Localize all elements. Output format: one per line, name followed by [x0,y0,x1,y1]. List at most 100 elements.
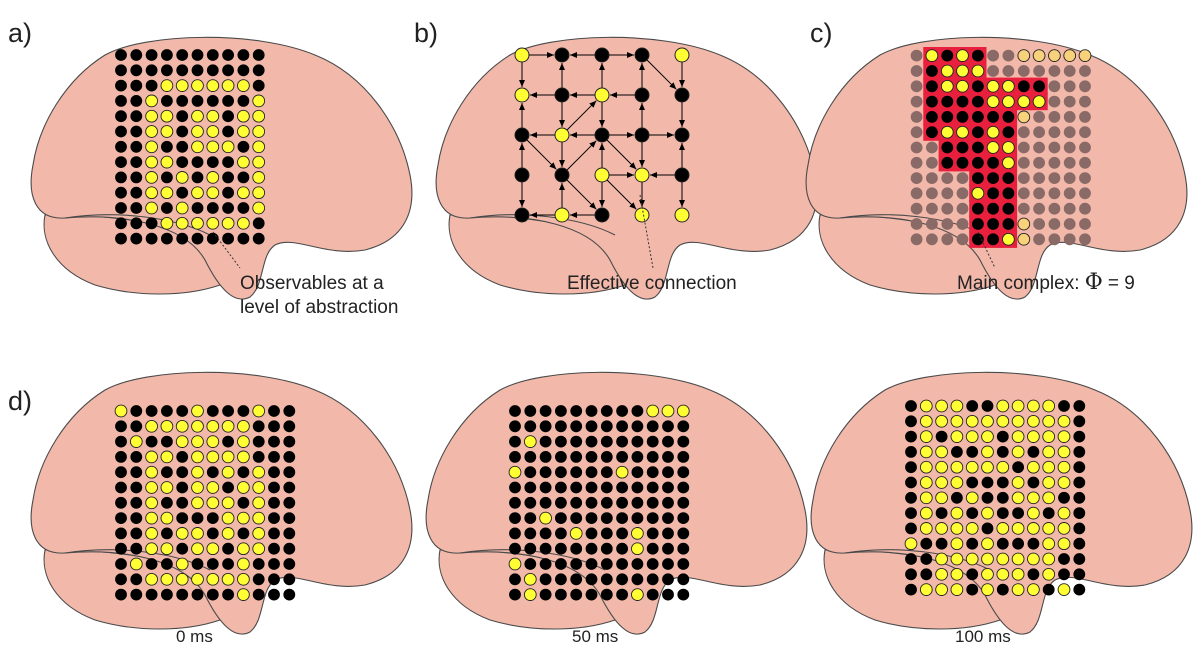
inactive-node [206,232,219,245]
active-node [950,583,964,596]
inactive-node [1012,461,1024,474]
inactive-node [1079,111,1091,123]
inactive-node [677,481,690,494]
inactive-node [539,451,552,463]
inactive-node [237,95,250,107]
inactive-node [935,537,948,550]
inactive-node [268,496,280,509]
inactive-node [941,111,954,123]
inactive-node [524,558,537,570]
inactive-node [237,202,250,214]
inactive-node [524,405,537,417]
active-node [950,414,964,428]
inactive-node [268,512,280,524]
inactive-node [585,542,598,555]
active-node [206,125,220,138]
inactive-node [996,430,1009,443]
caption-b: Effective connection [567,273,737,294]
inactive-node [268,420,280,433]
inactive-node [222,202,235,214]
inactive-node [996,491,1009,504]
inactive-node [130,527,143,540]
inactive-node [1033,202,1045,215]
inactive-node [1033,187,1045,200]
inactive-node [1027,446,1040,458]
inactive-node [237,171,250,184]
inactive-node [222,125,235,138]
inactive-node [252,435,265,448]
active-node [206,171,220,184]
inactive-node [1002,187,1015,200]
active-node [1002,156,1015,170]
inactive-node [222,64,235,77]
inactive-node [662,527,674,540]
active-node [252,527,266,540]
inactive-node [1079,80,1091,93]
inactive-node [634,47,650,63]
active-node [221,79,235,92]
inactive-node [1073,568,1086,581]
active-node [1027,414,1040,428]
inactive-node [616,588,628,601]
inactive-node [910,156,923,169]
inactive-node [145,558,158,570]
inactive-node [905,461,917,474]
inactive-node [646,542,659,555]
effective-connection-arrow [646,59,677,90]
effective-connection-graph [514,47,690,223]
inactive-node [222,558,235,570]
panel-letter-a: a) [8,18,32,48]
inactive-node [631,420,644,433]
inactive-node [524,451,537,463]
inactive-node [920,537,933,550]
active-node [1002,141,1015,154]
active-node [981,567,994,581]
active-node [145,171,158,184]
inactive-node [1002,172,1015,185]
inactive-node [115,588,127,601]
active-node [221,140,235,154]
inactive-node [996,476,1009,489]
inactive-node [176,156,189,169]
inactive-node [662,512,674,524]
inactive-node [1079,126,1091,139]
inactive-node [1063,111,1076,123]
inactive-node [176,232,189,245]
active-node [965,522,979,535]
inactive-node [268,466,280,479]
active-node [191,527,204,540]
effective-connection-arrow [606,139,637,170]
active-node [676,404,690,418]
inactive-node [941,156,954,169]
inactive-node [222,542,235,555]
phi-symbol: Φ [1085,270,1103,295]
inactive-node [662,420,674,433]
active-node [925,49,939,62]
inactive-node [905,446,917,458]
inactive-node [222,588,235,601]
inactive-node [176,512,189,524]
effective-connection-arrow [606,179,637,210]
active-node [965,552,979,566]
inactive-node [130,512,143,524]
inactive-node [966,537,979,550]
inactive-node [935,507,948,519]
inactive-node [555,420,567,433]
active-node [160,419,174,433]
inactive-node [268,435,280,448]
inactive-node [176,451,189,463]
brain-b [435,36,818,300]
inactive-node [662,496,674,509]
active-node [160,186,174,200]
inactive-node [935,430,948,443]
active-node [674,47,690,63]
inactive-node [206,156,219,169]
inactive-node [674,87,690,103]
inactive-node [115,110,127,123]
inactive-node [920,553,933,565]
active-node [981,506,994,520]
inactive-node [145,217,158,230]
active-node [981,460,994,474]
active-node [1011,567,1025,581]
inactive-node [1048,95,1061,108]
